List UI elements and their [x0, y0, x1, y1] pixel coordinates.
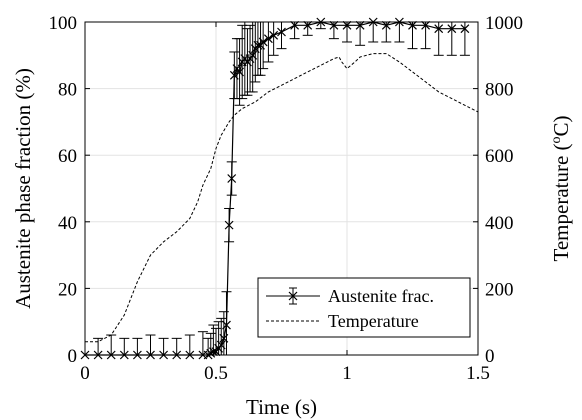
x-marker-stroke — [381, 20, 391, 30]
austenite-error-bar — [459, 21, 470, 56]
austenite-error-bar — [221, 291, 232, 355]
y-left-tick-label: 20 — [58, 279, 77, 300]
austenite-point — [227, 174, 237, 183]
austenite-point — [222, 320, 231, 330]
x-tick-label: 1.5 — [466, 363, 490, 384]
x-tick-label: 1 — [342, 363, 352, 384]
austenite-error-bar — [218, 311, 229, 355]
legend-austenite-label: Austenite frac. — [328, 286, 434, 306]
legend-austenite-marker — [288, 287, 298, 305]
x-marker-stroke — [434, 24, 444, 34]
austenite-error-bar — [184, 334, 195, 355]
austenite-error-bar — [119, 337, 130, 355]
x-tick-label: 0 — [80, 363, 90, 384]
y-axis-right-title: Temperature (oC) — [549, 115, 573, 261]
austenite-error-bar — [106, 334, 117, 355]
austenite-point — [303, 20, 313, 30]
y-axis-right-title-tail: C) — [549, 115, 573, 136]
y-axis-right-title-base: Temperature ( — [549, 143, 573, 261]
y-right-tick-label: 0 — [485, 346, 495, 367]
x-tick-label: 0.5 — [204, 363, 228, 384]
y-axis-left-title: Austenite phase fraction (%) — [11, 68, 35, 309]
y-axis-right-title-sup: o — [549, 136, 564, 143]
x-marker-stroke — [329, 20, 339, 30]
x-marker-stroke — [258, 37, 268, 47]
plot-frame — [84, 21, 479, 356]
austenite-error-bar — [145, 334, 156, 355]
y-left-tick-label: 80 — [58, 80, 77, 101]
y-right-tick-label: 800 — [485, 80, 514, 101]
y-right-tick-label: 1000 — [485, 13, 523, 34]
y-right-tick-label: 200 — [485, 279, 514, 300]
austenite-point — [447, 24, 457, 34]
austenite-error-bar — [213, 321, 224, 355]
x-marker-stroke — [222, 320, 231, 330]
x-marker-stroke — [277, 27, 286, 37]
austenite-error-bar — [197, 331, 208, 355]
y-left-tick-label: 100 — [49, 13, 78, 34]
austenite-point — [290, 20, 300, 30]
austenite-point — [263, 34, 273, 44]
x-marker-stroke — [263, 34, 273, 44]
legend: Austenite frac. Temperature — [257, 277, 471, 338]
austenite-error-bar — [216, 317, 227, 355]
x-marker-stroke — [269, 30, 279, 40]
x-marker-stroke — [355, 20, 365, 30]
austenite-error-bar — [203, 337, 214, 355]
y-right-tick-label: 400 — [485, 213, 514, 234]
y-left-tick-label: 0 — [68, 346, 78, 367]
x-marker-stroke — [290, 20, 300, 30]
x-marker-stroke — [227, 174, 237, 183]
axis-ticks — [84, 21, 479, 356]
austenite-error-bar — [132, 337, 143, 355]
austenite-point — [381, 20, 391, 30]
austenite-error-bar — [446, 21, 457, 56]
austenite-point — [277, 27, 286, 37]
austenite-error-bar — [433, 21, 444, 56]
austenite-point — [329, 20, 339, 30]
x-marker-stroke — [408, 20, 417, 30]
austenite-point — [258, 37, 268, 47]
austenite-point — [421, 20, 431, 30]
austenite-error-bar — [93, 337, 104, 355]
austenite-point — [460, 24, 470, 34]
x-marker-stroke — [421, 20, 431, 30]
x-marker-stroke — [447, 24, 457, 34]
y-right-tick-label: 600 — [485, 146, 514, 167]
x-marker-stroke — [460, 24, 470, 34]
temperature-series — [85, 53, 479, 343]
x-marker-stroke — [303, 20, 313, 30]
austenite-point — [408, 20, 417, 30]
austenite-point — [355, 20, 365, 30]
austenite-error-bar — [171, 337, 182, 355]
austenite-error-bar — [208, 324, 219, 355]
x-marker-stroke — [224, 220, 234, 230]
austenite-point — [269, 30, 279, 40]
x-axis-title: Time (s) — [246, 395, 317, 419]
legend-temperature-label: Temperature — [328, 311, 419, 331]
austenite-point — [434, 24, 444, 34]
y-left-tick-label: 60 — [58, 146, 77, 167]
austenite-point — [224, 220, 234, 230]
austenite-error-bar — [158, 337, 169, 355]
y-left-tick-label: 40 — [58, 213, 77, 234]
temperature-line — [85, 53, 479, 343]
legend-x-marker-stroke — [288, 291, 298, 301]
austenite-error-bar — [205, 332, 216, 355]
